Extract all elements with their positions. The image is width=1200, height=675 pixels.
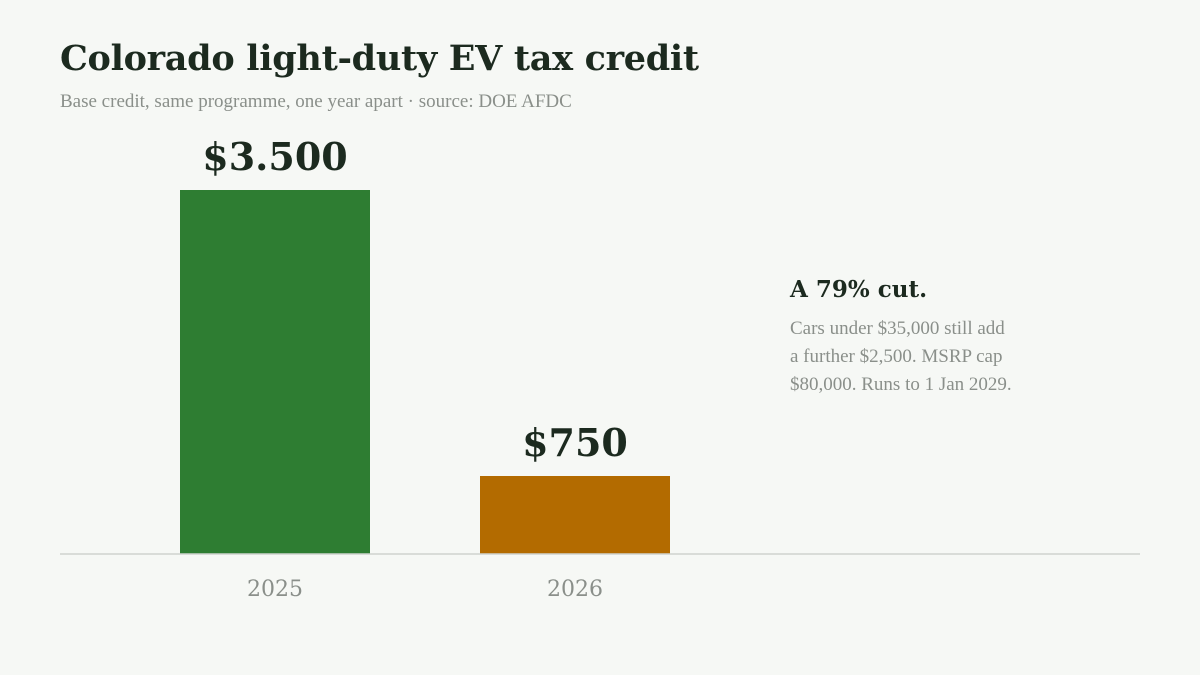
bar-2026 xyxy=(480,476,670,554)
x-tick-label: 2026 xyxy=(547,577,603,602)
data-label-2026: $750 xyxy=(522,420,628,465)
annotation-line: $80,000. Runs to 1 Jan 2029. xyxy=(790,374,1012,395)
chart-title: Colorado light-duty EV tax credit xyxy=(60,38,699,79)
annotation: A 79% cut. Cars under $35,000 still add … xyxy=(790,276,1110,399)
data-label-2025: $3.500 xyxy=(202,134,347,179)
chart-subtitle: Base credit, same programme, one year ap… xyxy=(60,91,572,112)
bar-2025 xyxy=(180,190,370,554)
annotation-line: Cars under $35,000 still add xyxy=(790,318,1005,339)
annotation-body: Cars under $35,000 still add a further $… xyxy=(790,315,1110,399)
annotation-headline: A 79% cut. xyxy=(790,276,928,303)
annotation-line: a further $2,500. MSRP cap xyxy=(790,346,1003,367)
x-tick-label: 2025 xyxy=(247,577,303,602)
